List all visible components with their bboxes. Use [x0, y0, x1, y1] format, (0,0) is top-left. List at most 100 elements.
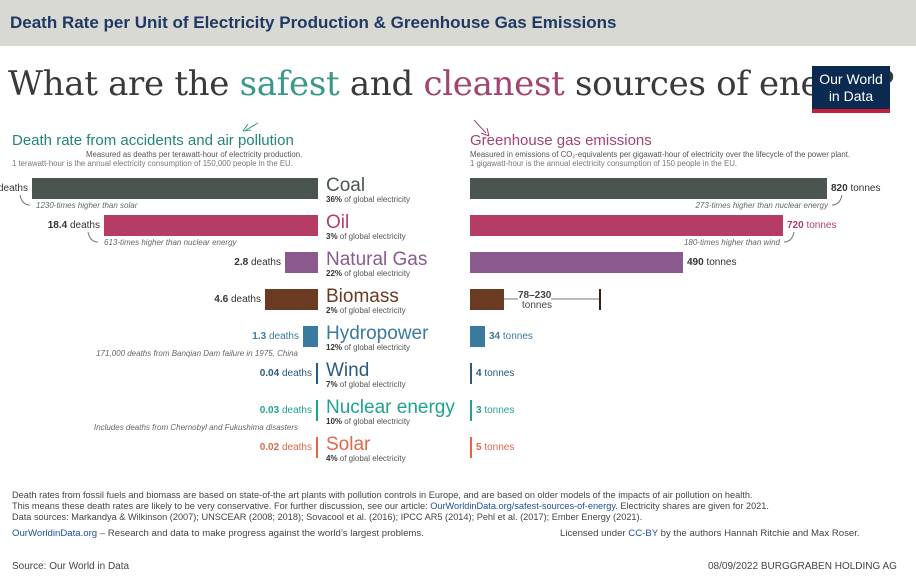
death-value-oil: 18.4: [47, 220, 68, 231]
death-note-coal: 1230-times higher than solar: [36, 201, 137, 210]
ghg-bar-hydropower: [470, 326, 485, 347]
owid-link[interactable]: OurWorldinData.org: [12, 528, 98, 539]
death-bar-natural-gas: [285, 252, 318, 273]
ghg-value-coal: 820: [831, 183, 848, 194]
ghg-note-leader-oil: [783, 231, 795, 243]
headline: What are the safest and cleanest sources…: [8, 64, 895, 104]
footer-notes: Death rates from fossil fuels and biomas…: [12, 490, 902, 523]
death-bar-oil: [104, 215, 318, 236]
share-value-wind: 7%: [326, 380, 338, 389]
share-value-solar: 4%: [326, 454, 338, 463]
ghg-note-coal: 273-times higher than nuclear energy: [695, 201, 828, 210]
emissions-subtitle-2: 1 gigawatt-hour is the annual electricit…: [470, 159, 737, 168]
share-value-natural-gas: 22%: [326, 269, 343, 278]
source-share-hydropower: 12% of global electricity: [326, 343, 410, 352]
death-note-oil: 613-times higher than nuclear energy: [104, 238, 237, 247]
source-share-coal: 36% of global electricity: [326, 195, 410, 204]
source-name-text-wind: Wind: [326, 360, 370, 381]
source-name-text-natural-gas: Natural Gas: [326, 249, 428, 270]
death-note-leader-oil: [87, 231, 99, 243]
source-name-wind: Wind: [326, 360, 369, 382]
ghg-bar-oil: [470, 215, 783, 236]
death-note-text-nuclear-energy: Includes deaths from Chernobyl and Fukus…: [93, 423, 298, 432]
ghg-bar-coal: [470, 178, 827, 199]
death-rate-subtitle-2: 1 terawatt-hour is the annual electricit…: [12, 159, 293, 168]
ghg-note-oil: 180-times higher than wind: [684, 238, 780, 247]
date-line: 08/09/2022 BURGGRABEN HOLDING AG: [708, 561, 897, 572]
source-name-hydropower: Hydropower: [326, 323, 428, 345]
logo-line1: Our World: [819, 71, 883, 87]
death-value-solar: 0.02: [259, 442, 280, 453]
ghg-unit-coal: tonnes: [847, 183, 881, 194]
article-link[interactable]: OurWorldinData.org/safest-sources-of-ene…: [430, 501, 616, 511]
death-label-solar: 0.02 deaths: [260, 442, 312, 453]
share-value-oil: 3%: [326, 232, 338, 241]
source-share-oil: 3% of global electricity: [326, 232, 406, 241]
ghg-bar-nuclear-energy: [470, 400, 472, 421]
death-unit-biomass: deaths: [228, 294, 261, 305]
owid-text: – Research and data to make progress aga…: [97, 528, 424, 539]
death-label-wind: 0.04 deaths: [260, 368, 312, 379]
ghg-label-solar: 5 tonnes: [476, 442, 514, 453]
death-bar-coal: [32, 178, 318, 199]
death-label-coal: 24.6 deaths: [0, 183, 28, 194]
death-value-natural-gas: 2.8: [234, 257, 249, 268]
source-name-text-biomass: Biomass: [326, 286, 399, 307]
ghg-value-nuclear-energy: 3: [476, 405, 482, 416]
death-bar-biomass: [265, 289, 318, 310]
ghg-label-wind: 4 tonnes: [476, 368, 514, 379]
ghg-label-coal: 820 tonnes: [831, 183, 881, 194]
share-value-hydropower: 12%: [326, 343, 343, 352]
death-bar-nuclear-energy: [316, 400, 318, 421]
ghg-value-biomass: 78–230: [518, 290, 552, 301]
license-link[interactable]: CC-BY: [628, 528, 658, 539]
share-value-nuclear-energy: 10%: [326, 417, 343, 426]
ghg-label-hydropower: 34 tonnes: [489, 331, 533, 342]
source-share-biomass: 2% of global electricity: [326, 306, 406, 315]
slide-title: Death Rate per Unit of Electricity Produ…: [10, 13, 617, 32]
license-b: by the authors Hannah Ritchie and Max Ro…: [657, 528, 860, 539]
ghg-value-solar: 5: [476, 442, 482, 453]
footer-line3: Data sources: Markandya & Wilkinson (200…: [12, 512, 643, 522]
share-value-coal: 36%: [326, 195, 343, 204]
slide-title-bar: [0, 0, 916, 46]
death-value-biomass: 4.6: [214, 294, 229, 305]
death-note-leader-coal: [19, 194, 31, 206]
safest-arrowhead: [242, 123, 252, 132]
ghg-unit-biomass: tonnes: [522, 300, 553, 311]
ghg-unit-natural-gas: tonnes: [703, 257, 737, 268]
headline-part2: and: [339, 64, 424, 104]
source-share-solar: 4% of global electricity: [326, 454, 406, 463]
source-name-coal: Coal: [326, 175, 365, 197]
share-suffix-nuclear-energy: of global electricity: [342, 417, 411, 426]
death-value-hydropower: 1.3: [252, 331, 267, 342]
death-bar-solar: [316, 437, 318, 458]
death-label-nuclear-energy: 0.03 deaths: [260, 405, 312, 416]
death-label-biomass: 4.6 deaths: [214, 294, 261, 305]
ghg-bar-natural-gas: [470, 252, 683, 273]
death-note-text-oil: 613-times higher than nuclear energy: [104, 238, 237, 247]
license-a: Licensed under: [560, 528, 629, 539]
source-name-text-oil: Oil: [326, 212, 350, 233]
source-name-nuclear-energy: Nuclear energy: [326, 397, 455, 419]
ghg-unit-wind: tonnes: [481, 368, 515, 379]
death-value-nuclear-energy: 0.03: [259, 405, 280, 416]
death-unit-hydropower: deaths: [266, 331, 299, 342]
footer-line2b: . Electricity shares are given for 2021.: [615, 501, 769, 511]
share-suffix-oil: of global electricity: [337, 232, 406, 241]
source-share-natural-gas: 22% of global electricity: [326, 269, 410, 278]
source-share-wind: 7% of global electricity: [326, 380, 406, 389]
source-name-oil: Oil: [326, 212, 349, 234]
ghg-unit-solar: tonnes: [481, 442, 515, 453]
source-name-biomass: Biomass: [326, 286, 399, 308]
headline-part1: What are the: [8, 64, 240, 104]
ghg-value-wind: 4: [476, 368, 482, 379]
death-note-nuclear-energy: Includes deaths from Chernobyl and Fukus…: [94, 423, 298, 432]
ghg-label-nuclear-energy: 3 tonnes: [476, 405, 514, 416]
emissions-subtitle-1: Measured in emissions of CO₂-equivalents…: [470, 150, 851, 159]
source-name-text-hydropower: Hydropower: [326, 323, 429, 344]
source-name-text-nuclear-energy: Nuclear energy: [326, 397, 455, 418]
death-unit-oil: deaths: [67, 220, 100, 231]
ghg-unit-hydropower: tonnes: [500, 331, 533, 342]
